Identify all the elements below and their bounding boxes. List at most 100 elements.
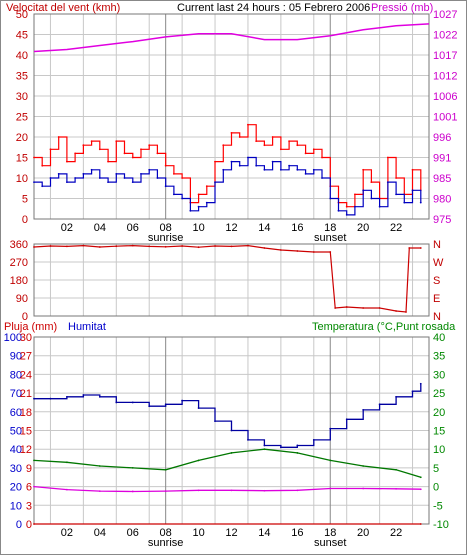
x-tick-label: 14: [258, 222, 270, 234]
left-tick-label: 20: [16, 132, 28, 144]
wind-point: [172, 193, 175, 196]
direction-point: [181, 245, 184, 247]
x-tick-label: 08: [160, 527, 172, 539]
right-tick-label: 0: [433, 482, 439, 494]
wind-point: [205, 201, 208, 204]
temperature-point: [66, 461, 68, 464]
humidity-point: [82, 394, 85, 396]
gust-point: [304, 152, 307, 155]
sunrise-label: sunrise: [148, 537, 183, 549]
dewpoint-point: [197, 489, 200, 492]
gust-point: [197, 193, 200, 196]
left-tick-label: 0: [22, 214, 28, 226]
left-tick-label: 35: [16, 71, 28, 83]
x-tick-label: 16: [291, 222, 303, 234]
humidity-point: [214, 420, 216, 423]
right-tick-label: 1022: [433, 30, 457, 42]
gust-series-line: [34, 124, 422, 208]
rain-point: [33, 523, 35, 525]
gust-point: [279, 148, 282, 151]
x-tick-label: 20: [357, 527, 369, 539]
wind-point: [255, 164, 258, 167]
gust-point: [247, 123, 249, 126]
gust-point: [90, 140, 93, 143]
direction-point: [33, 246, 35, 248]
wind-point: [419, 201, 422, 204]
direction-point: [82, 244, 85, 247]
x-tick-label: 12: [225, 222, 237, 234]
x-tick-label: 08: [160, 222, 172, 234]
left-tick-label-2: 12: [20, 444, 32, 456]
gust-point: [238, 136, 241, 138]
humidity-point: [98, 395, 101, 398]
gust-point: [362, 168, 365, 171]
direction-point: [66, 245, 68, 248]
right-tick-label: 40: [433, 332, 445, 344]
wind-point: [90, 168, 93, 171]
wind-point: [33, 181, 35, 184]
wind-point: [337, 209, 340, 212]
wind-axis-label: Velocitat del vent (kmh): [6, 2, 120, 14]
left-tick-label: 0: [16, 519, 22, 531]
wind-point: [57, 173, 60, 175]
x-tick-label: 20: [357, 222, 369, 234]
dewpoint-point: [329, 487, 332, 490]
wind-point: [107, 181, 109, 184]
temperature-point: [329, 459, 332, 462]
left-tick-label: 100: [4, 332, 22, 344]
sunset-label: sunset: [314, 537, 346, 549]
temperature-point: [296, 452, 299, 454]
right-tick-label: 1027: [433, 9, 457, 21]
direction-plot-frame: [33, 243, 430, 317]
gust-point: [33, 156, 35, 159]
x-tick-label: 02: [61, 222, 73, 234]
right-tick-label: 1017: [433, 50, 457, 62]
gust-point: [41, 164, 44, 167]
right-tick-label: 975: [433, 214, 451, 226]
gust-point: [115, 140, 118, 143]
gust-point: [386, 156, 389, 159]
left-tick-label: 80: [10, 369, 22, 381]
humidity-point: [329, 427, 332, 430]
left-tick-label-2: 0: [26, 519, 32, 531]
wind-point: [386, 181, 389, 184]
wind-point: [222, 168, 225, 171]
gust-point: [57, 136, 60, 138]
gust-point: [205, 185, 208, 188]
gust-point: [82, 144, 85, 147]
wind-point: [354, 205, 356, 208]
gust-point: [107, 160, 109, 163]
dewpoint-point: [395, 487, 397, 490]
x-tick-label: 14: [258, 527, 270, 539]
wind-point: [148, 168, 151, 171]
right-tick-label: 25: [433, 388, 445, 400]
wind-point: [74, 177, 77, 179]
gust-point: [222, 144, 225, 147]
temperature-point: [419, 476, 422, 479]
wind-point: [395, 193, 397, 196]
left-tick-label-2: 24: [20, 369, 32, 381]
wind-point: [115, 173, 118, 175]
temperature-point: [98, 465, 101, 467]
gust-point: [411, 168, 414, 171]
direction-point: [263, 247, 266, 249]
direction-point: [164, 245, 167, 248]
chart-title: Current last 24 hours : 05 Febrero 2006: [177, 2, 370, 14]
left-tick-label-2: 21: [20, 388, 32, 400]
right-tick-label: -5: [433, 500, 443, 512]
humidity-series-line: [34, 383, 422, 448]
left-tick-label: 30: [16, 91, 28, 103]
gust-point: [74, 152, 77, 155]
left-tick-label-2: 9: [26, 463, 32, 475]
left-tick-label: 10: [16, 173, 28, 185]
left-tick-label: 360: [10, 239, 28, 251]
dewpoint-point: [98, 490, 101, 492]
wind-point: [131, 181, 134, 184]
wind-point: [156, 177, 159, 179]
gust-point: [181, 177, 184, 179]
humidity-point: [362, 409, 365, 411]
humidity-temperature-panel: Pluja (mm) Humitat Temperatura (°C,Punt …: [4, 321, 456, 549]
gust-point: [288, 140, 291, 143]
right-tick-label: 15: [433, 426, 445, 438]
gust-point: [131, 156, 134, 159]
